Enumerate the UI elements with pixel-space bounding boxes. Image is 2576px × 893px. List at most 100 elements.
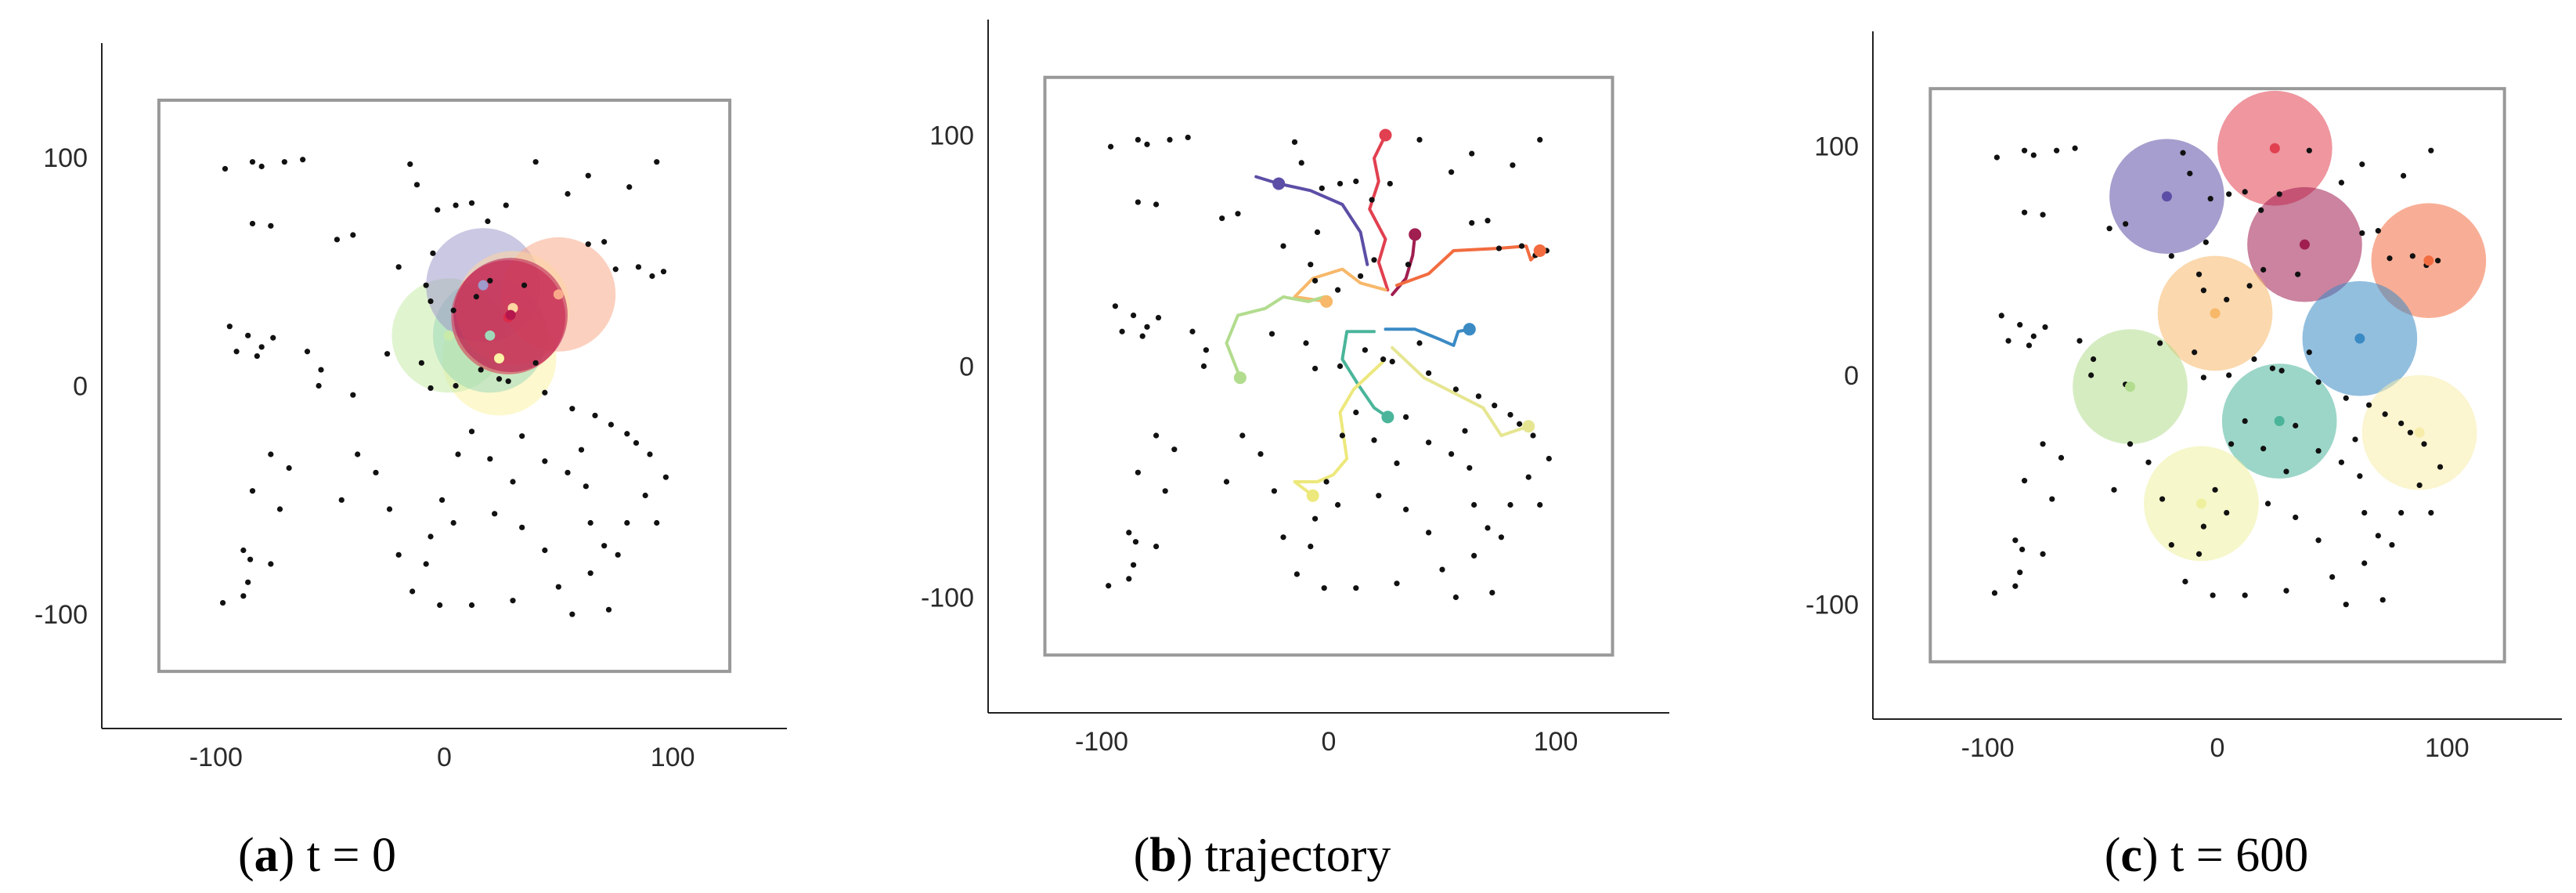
target-point bbox=[649, 273, 655, 280]
target-point bbox=[2306, 349, 2312, 356]
target-point bbox=[1189, 328, 1196, 334]
target-point bbox=[384, 351, 391, 357]
target-point bbox=[2145, 459, 2152, 465]
target-point bbox=[608, 421, 615, 428]
x-tick-label: -100 bbox=[1075, 727, 1128, 757]
target-point bbox=[1449, 451, 1455, 457]
agent-point bbox=[2274, 416, 2285, 427]
target-point bbox=[258, 163, 265, 170]
x-tick-label: 100 bbox=[2425, 733, 2470, 763]
target-point bbox=[1126, 530, 1132, 536]
panel-a: -100 0 100 -100 0 100 bbox=[34, 43, 787, 772]
target-point bbox=[2251, 356, 2257, 363]
target-point bbox=[2022, 209, 2028, 215]
target-point bbox=[418, 360, 424, 366]
y-tick-label: -100 bbox=[921, 584, 974, 613]
target-point bbox=[450, 519, 456, 526]
target-point bbox=[1135, 199, 1141, 205]
target-point bbox=[2200, 287, 2206, 294]
agent-point bbox=[553, 289, 564, 300]
target-point bbox=[660, 269, 667, 275]
trajectory-line bbox=[1395, 244, 1542, 287]
agent-point bbox=[2354, 333, 2365, 344]
target-point bbox=[1507, 501, 1513, 508]
target-point bbox=[601, 239, 608, 245]
target-point bbox=[587, 570, 593, 577]
target-point bbox=[1106, 583, 1112, 589]
target-point bbox=[1339, 432, 1345, 439]
target-point bbox=[1319, 185, 1325, 191]
target-point bbox=[2054, 147, 2060, 154]
target-point bbox=[2200, 523, 2206, 530]
target-point bbox=[2361, 560, 2368, 566]
target-point bbox=[624, 519, 630, 526]
target-point bbox=[1426, 530, 1432, 536]
target-point bbox=[2258, 207, 2264, 213]
target-point bbox=[569, 406, 575, 412]
x-tick-label: 0 bbox=[1322, 727, 1337, 757]
target-point bbox=[633, 439, 640, 446]
target-point bbox=[2387, 255, 2393, 262]
target-point bbox=[1426, 370, 1432, 376]
target-point bbox=[350, 232, 356, 238]
agent-point bbox=[2269, 143, 2280, 154]
target-point bbox=[453, 202, 459, 208]
target-point bbox=[2127, 441, 2134, 447]
target-point bbox=[2329, 573, 2336, 580]
y-tick-label: 100 bbox=[1814, 132, 1859, 161]
target-point bbox=[249, 488, 256, 494]
target-point bbox=[1131, 313, 1137, 319]
target-point bbox=[2042, 324, 2048, 331]
target-point bbox=[485, 218, 491, 225]
target-point bbox=[1268, 331, 1275, 337]
target-point bbox=[249, 220, 256, 227]
target-point bbox=[555, 584, 561, 590]
target-point bbox=[642, 492, 648, 499]
target-point bbox=[1416, 136, 1423, 143]
target-point bbox=[1153, 201, 1160, 208]
target-point bbox=[519, 433, 525, 439]
target-point bbox=[1321, 585, 1327, 591]
target-point bbox=[2416, 482, 2423, 489]
target-point bbox=[1467, 465, 1473, 471]
target-point bbox=[654, 519, 660, 526]
target-point bbox=[487, 277, 493, 284]
target-point bbox=[542, 389, 548, 396]
target-point bbox=[1510, 162, 1516, 168]
target-point bbox=[1998, 313, 2004, 319]
target-point bbox=[1449, 169, 1455, 175]
target-point bbox=[1525, 474, 1532, 480]
panel-c: -100 0 100 -100 0 100 bbox=[1806, 31, 2562, 763]
target-point bbox=[2293, 514, 2299, 521]
target-point bbox=[2382, 411, 2388, 418]
x-tick-label: -100 bbox=[189, 743, 243, 772]
agent-point bbox=[2210, 308, 2221, 319]
target-point bbox=[532, 360, 539, 366]
target-point bbox=[1495, 245, 1503, 251]
target-point bbox=[2260, 446, 2267, 452]
target-point bbox=[519, 524, 525, 530]
agent-end-point bbox=[1381, 410, 1394, 424]
target-point bbox=[1991, 590, 1998, 596]
target-point bbox=[1537, 136, 1543, 143]
y-tick-label: -100 bbox=[1806, 591, 1859, 620]
target-point bbox=[2398, 510, 2405, 516]
target-point bbox=[2195, 271, 2203, 277]
target-point bbox=[2091, 356, 2097, 363]
target-point bbox=[2030, 152, 2037, 158]
target-point bbox=[318, 367, 324, 373]
target-point bbox=[2338, 459, 2344, 465]
target-point bbox=[1353, 409, 1359, 416]
agent-end-point bbox=[1233, 371, 1247, 385]
target-point bbox=[583, 483, 589, 490]
target-point bbox=[468, 428, 475, 435]
target-point bbox=[635, 264, 642, 270]
target-point bbox=[2315, 537, 2322, 544]
target-point bbox=[605, 606, 612, 613]
x-tick-label: 0 bbox=[437, 743, 452, 772]
target-point bbox=[2195, 551, 2203, 557]
x-tick-label: 100 bbox=[1534, 727, 1578, 757]
target-point bbox=[2200, 374, 2206, 381]
agent-point bbox=[2125, 381, 2136, 392]
target-point bbox=[2407, 429, 2413, 436]
